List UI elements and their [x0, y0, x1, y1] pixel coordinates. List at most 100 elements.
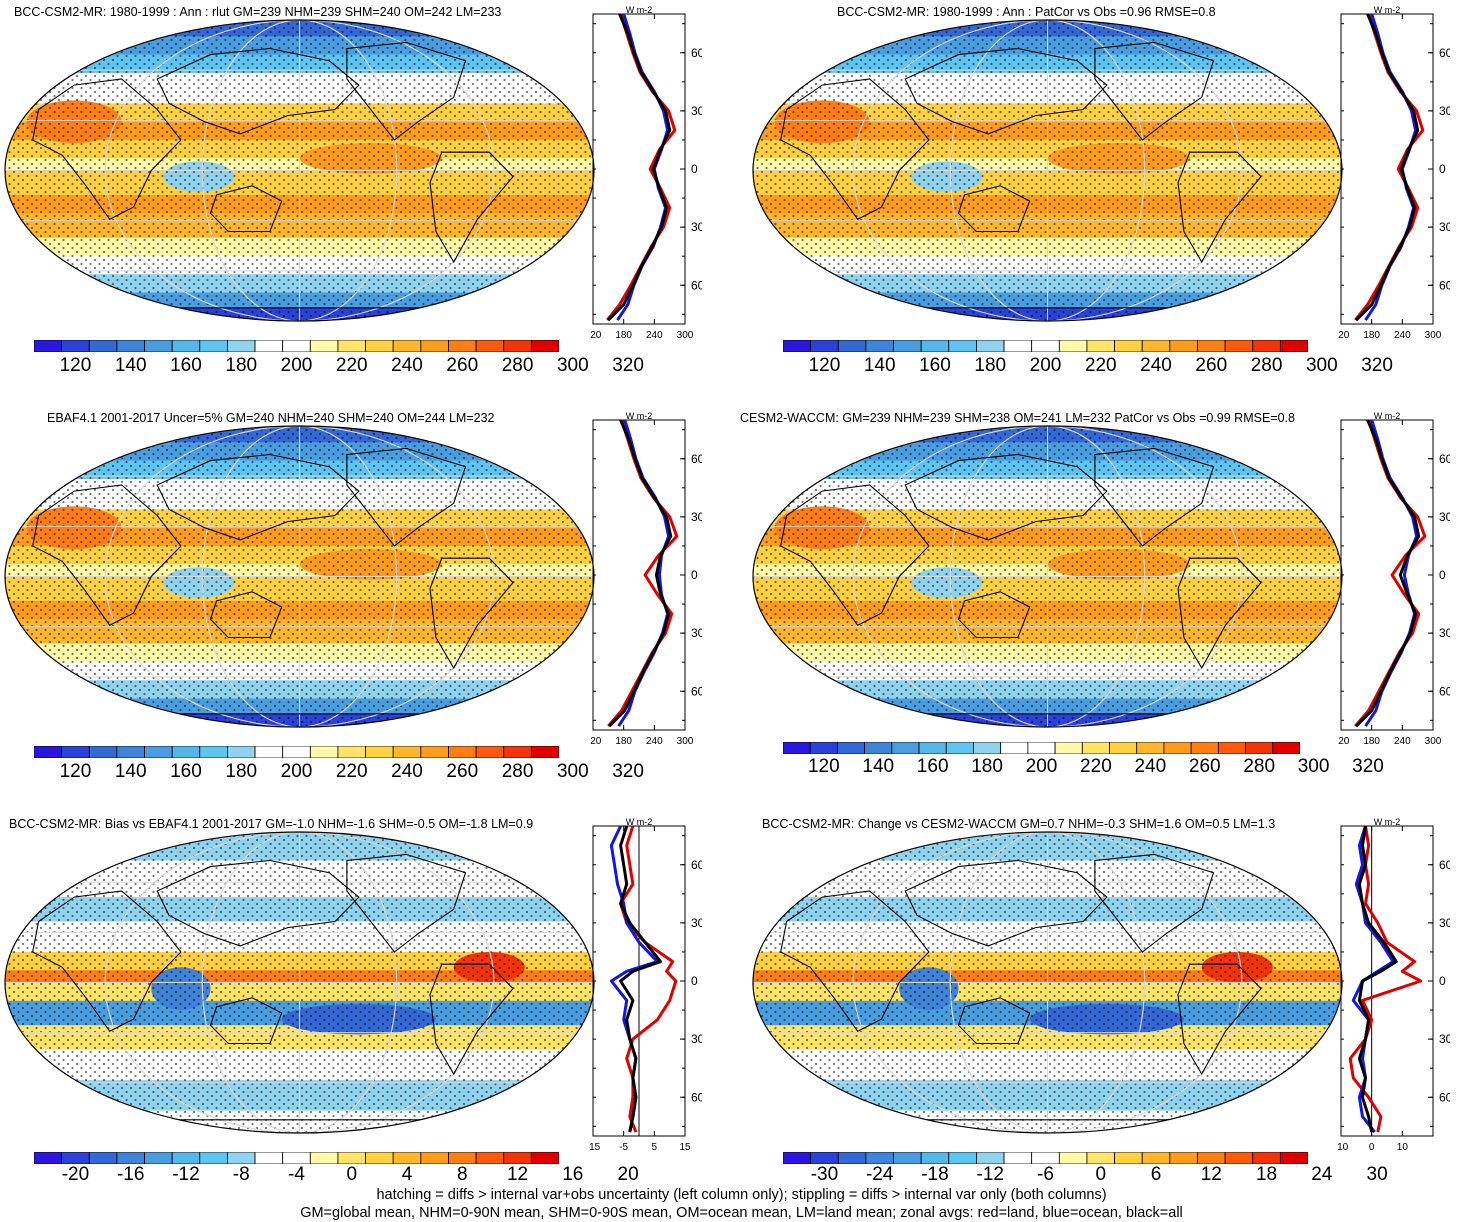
colorbar-swatch: [338, 340, 366, 352]
global-map: [3, 424, 596, 729]
x-tick-label: 5: [652, 1142, 658, 1153]
colorbar-swatch: [1170, 340, 1198, 352]
colorbar-swatch: [172, 340, 200, 352]
y-tick-label: 0: [1439, 568, 1446, 582]
y-tick-label: 30S: [691, 220, 702, 234]
colorbar-tick-label: 260: [446, 761, 478, 783]
colorbar-swatch: [255, 1152, 283, 1164]
unit-label: W m-2: [626, 6, 653, 15]
colorbar-swatch: [1253, 340, 1281, 352]
colorbar-tick-label: 180: [225, 355, 257, 377]
colorbar: [34, 1152, 559, 1164]
colorbar-tick-label: 120: [60, 761, 92, 783]
colorbar-swatch: [531, 746, 559, 758]
colorbar-swatch: [255, 340, 283, 352]
colorbar-swatch: [1142, 340, 1170, 352]
colorbar-tick-label: 320: [1352, 756, 1384, 778]
colorbar-swatch: [89, 1152, 117, 1164]
colorbar-swatch: [200, 340, 228, 352]
colorbar-swatch: [200, 746, 228, 758]
y-tick-label: 60S: [1439, 684, 1450, 698]
colorbar-swatch: [892, 742, 919, 754]
y-tick-label: 60S: [691, 684, 702, 698]
zonal-all-line: [621, 826, 661, 1132]
x-tick-label: 120: [590, 736, 602, 747]
colorbar-tick-label: 120: [60, 355, 92, 377]
zonal-ocean-line: [618, 14, 668, 320]
colorbar-swatch: [838, 1152, 866, 1164]
colorbar-swatch: [783, 1152, 811, 1164]
colorbar-swatch: [783, 340, 811, 352]
x-tick-label: 180: [1363, 736, 1380, 747]
colorbar-swatch: [1197, 1152, 1225, 1164]
colorbar-tick-label: 300: [557, 355, 589, 377]
colorbar-swatch: [172, 746, 200, 758]
colorbar-swatch: [227, 746, 255, 758]
colorbar-tick-label: 240: [1140, 355, 1172, 377]
colorbar-tick-label: 20: [618, 1164, 639, 1186]
colorbar-swatch: [310, 1152, 338, 1164]
colorbar: [783, 340, 1308, 352]
colorbar-swatch: [172, 1152, 200, 1164]
panel-title: BCC-CSM2-MR: Change vs CESM2-WACCM GM=0.…: [762, 817, 1275, 831]
colorbar-swatch: [62, 746, 90, 758]
colorbar-swatch: [448, 340, 476, 352]
x-tick-label: 180: [1363, 330, 1380, 341]
zonal-land-line: [621, 826, 676, 1132]
panel-title: CESM2-WACCM: GM=239 NHM=239 SHM=238 OM=2…: [740, 411, 1295, 425]
y-tick-label: 30N: [1439, 104, 1450, 118]
colorbar-swatch: [283, 746, 311, 758]
y-tick-label: 60N: [1439, 858, 1450, 872]
footer-note-legend: GM=global mean, NHM=0-90N mean, SHM=0-90…: [0, 1205, 1483, 1222]
colorbar-swatch: [1137, 742, 1164, 754]
colorbar-swatch: [1004, 340, 1032, 352]
colorbar-swatch: [811, 1152, 839, 1164]
colorbar-swatch: [34, 746, 62, 758]
x-tick-label: 240: [1394, 330, 1411, 341]
colorbar-tick-label: 220: [336, 355, 368, 377]
colorbar-swatch: [366, 746, 394, 758]
zonal-mean-plot: 60N30N030S60S120180240300W m-2: [590, 6, 702, 354]
colorbar-tick-label: 300: [557, 761, 589, 783]
y-tick-label: 0: [1439, 162, 1446, 176]
y-tick-label: 0: [691, 568, 698, 582]
colorbar-tick-label: 200: [1030, 355, 1062, 377]
x-tick-label: 300: [1425, 330, 1442, 341]
colorbar-tick-label: 220: [1080, 756, 1112, 778]
colorbar-swatch: [1280, 340, 1308, 352]
colorbar-tick-label: 12: [1201, 1164, 1222, 1186]
unit-label: W m-2: [1374, 412, 1401, 421]
y-tick-label: 30N: [691, 510, 702, 524]
colorbar-tick-label: 260: [1189, 756, 1221, 778]
colorbar-tick-label: 180: [971, 756, 1003, 778]
x-tick-label: -10: [1338, 1142, 1349, 1153]
colorbar-swatch: [1164, 742, 1191, 754]
colorbar-swatch: [145, 340, 173, 352]
colorbar-swatch: [421, 1152, 449, 1164]
colorbar-swatch: [283, 340, 311, 352]
colorbar-tick-label: 16: [562, 1164, 583, 1186]
colorbar-swatch: [1170, 1152, 1198, 1164]
zonal-ocean-line: [1366, 14, 1416, 320]
colorbar-swatch: [310, 340, 338, 352]
colorbar-tick-label: 160: [170, 761, 202, 783]
colorbar-swatch: [1115, 1152, 1143, 1164]
colorbar-swatch: [421, 340, 449, 352]
colorbar-swatch: [366, 1152, 394, 1164]
colorbar-tick-label: 0: [346, 1164, 357, 1186]
colorbar-tick-label: -8: [233, 1164, 250, 1186]
x-tick-label: 10: [1397, 1142, 1409, 1153]
colorbar-tick-label: 240: [1134, 756, 1166, 778]
y-tick-label: 60S: [1439, 1090, 1450, 1104]
zonal-land-line: [1355, 420, 1425, 726]
y-tick-label: 30S: [691, 626, 702, 640]
colorbar-tick-label: 160: [919, 355, 951, 377]
colorbar-swatch: [145, 746, 173, 758]
colorbar-swatch: [865, 742, 892, 754]
colorbar-swatch: [62, 340, 90, 352]
